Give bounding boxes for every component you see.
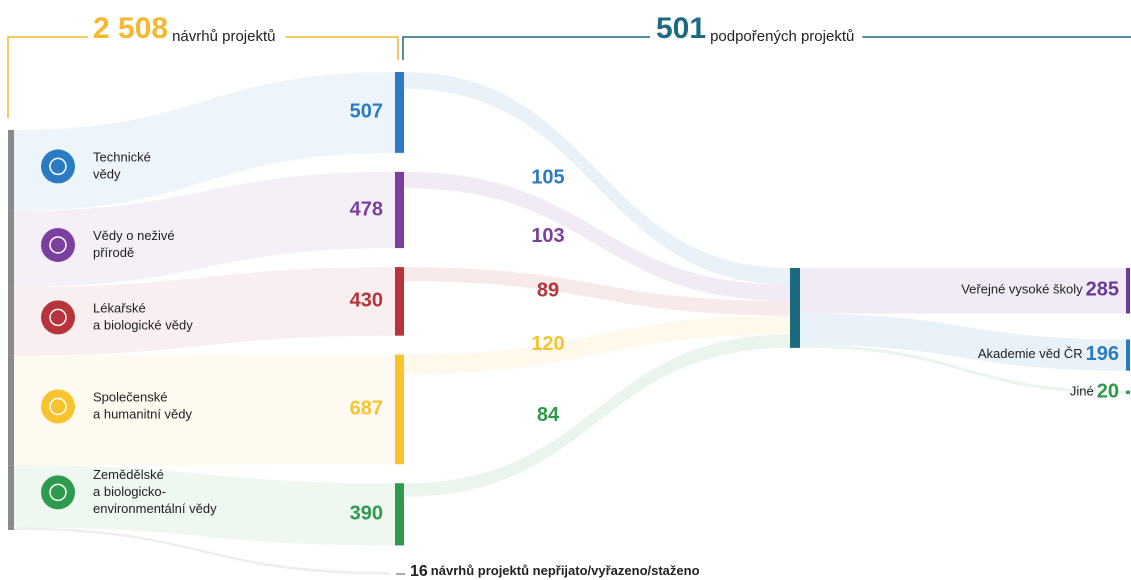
flow-value: 89 bbox=[537, 280, 559, 302]
source-label: vědy bbox=[93, 166, 121, 181]
flows bbox=[404, 72, 1126, 497]
rejected-band bbox=[14, 527, 390, 575]
source-label: Technické bbox=[93, 149, 151, 164]
target-band bbox=[800, 313, 1126, 371]
source-bar bbox=[395, 354, 404, 465]
source-band bbox=[14, 267, 395, 356]
header-line bbox=[7, 36, 88, 118]
target-band bbox=[800, 344, 1126, 394]
source-band bbox=[14, 354, 395, 466]
gray-segment bbox=[8, 287, 14, 356]
source-band bbox=[14, 72, 395, 211]
target-name: Veřejné vysoké školy bbox=[961, 282, 1083, 297]
target-value-bar bbox=[1126, 390, 1130, 394]
icon bbox=[41, 389, 75, 424]
flow bbox=[404, 315, 790, 374]
gray-segment bbox=[8, 210, 14, 288]
source-bar bbox=[395, 267, 404, 336]
target-name: Jiné bbox=[1070, 384, 1094, 399]
icon bbox=[41, 227, 75, 262]
target-value: 196 bbox=[1086, 343, 1119, 365]
source-label: a humanitní vědy bbox=[93, 406, 193, 421]
icon-glyph bbox=[49, 308, 67, 327]
source-label: environmentální vědy bbox=[93, 501, 217, 516]
source-label: Vědy o neživé bbox=[93, 228, 175, 243]
icon bbox=[41, 475, 75, 510]
header-line bbox=[402, 36, 650, 60]
source-label: a biologické vědy bbox=[93, 317, 193, 332]
header-text: návrhů projektů bbox=[172, 28, 275, 45]
target-label: Jiné 20 bbox=[1070, 381, 1119, 403]
icon-glyph bbox=[49, 483, 67, 502]
target-label: Veřejné vysoké školy 285 bbox=[961, 279, 1119, 301]
flow-value: 103 bbox=[531, 225, 564, 247]
source-label: Lékařské bbox=[93, 300, 146, 315]
icon-glyph bbox=[49, 157, 67, 176]
source-value: 507 bbox=[350, 101, 383, 123]
target-band bbox=[800, 268, 1126, 314]
source-label: Zemědělské bbox=[93, 467, 164, 482]
gray-segment bbox=[8, 355, 14, 466]
header-line bbox=[285, 36, 399, 60]
rejected-label: 16 návrhů projektů nepřijato/vyřazeno/sta… bbox=[410, 563, 700, 580]
source-bar bbox=[395, 483, 404, 546]
source-band bbox=[14, 465, 395, 546]
source-value: 687 bbox=[350, 398, 383, 420]
header-number: 501 bbox=[656, 12, 706, 45]
rejected-text: návrhů projektů nepřijato/vyřazeno/staže… bbox=[431, 563, 700, 578]
target-value: 20 bbox=[1097, 381, 1119, 403]
gray-segment bbox=[8, 130, 14, 211]
target-bar bbox=[790, 268, 800, 348]
gray-segment bbox=[8, 465, 14, 528]
flow-value: 105 bbox=[531, 167, 564, 189]
source-bar bbox=[395, 72, 404, 153]
icon bbox=[41, 300, 75, 335]
source-label: přírodě bbox=[93, 245, 134, 260]
source-value: 390 bbox=[350, 503, 383, 525]
target-value: 285 bbox=[1086, 279, 1119, 301]
source-bar bbox=[395, 171, 404, 249]
flow bbox=[404, 267, 790, 316]
flow bbox=[404, 171, 790, 302]
target-name: Akademie věd ČR bbox=[978, 347, 1083, 362]
bands bbox=[14, 72, 395, 575]
header-number: 2 508 bbox=[93, 12, 168, 45]
source-label: Společenské bbox=[93, 389, 167, 404]
icon-glyph bbox=[49, 397, 67, 416]
target-label: Akademie věd ČR 196 bbox=[978, 343, 1119, 365]
source-value: 430 bbox=[350, 290, 383, 312]
icon-glyph bbox=[49, 236, 67, 254]
header-text: podpořených projektů bbox=[710, 28, 854, 45]
source-label: a biologicko- bbox=[93, 484, 166, 499]
rejected-value: 16 bbox=[410, 563, 428, 580]
flow bbox=[404, 334, 790, 497]
icon bbox=[41, 149, 75, 184]
target-value-bar bbox=[1126, 268, 1130, 314]
flow-value: 120 bbox=[531, 333, 564, 355]
gray-segment bbox=[8, 527, 14, 530]
source-value: 478 bbox=[350, 198, 383, 220]
flow-value: 84 bbox=[537, 404, 560, 426]
source-band bbox=[14, 171, 395, 288]
flow bbox=[404, 72, 790, 285]
target-value-bar bbox=[1126, 339, 1130, 371]
